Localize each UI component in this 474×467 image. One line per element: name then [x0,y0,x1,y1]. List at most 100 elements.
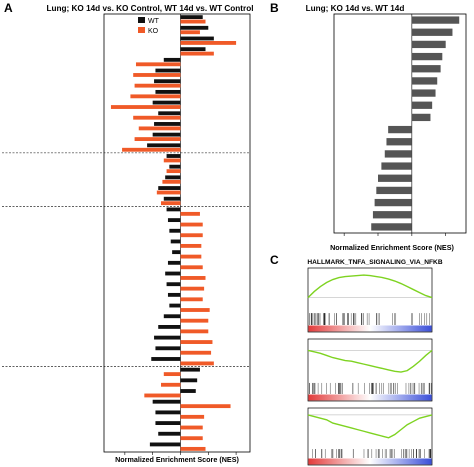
panel-a-bar-ko [180,297,203,302]
panel-a-bar-wt [155,68,181,73]
legend-wt-label: WT [148,18,160,25]
panel-a-bar-wt [167,218,181,223]
panel-a-bar-ko [180,414,205,419]
panel-a-bar-ko [162,179,181,184]
panel-b-bar [411,77,438,85]
panel-a-bar-wt [170,239,181,244]
panel-b-bar [384,150,412,158]
panel-a-bar-wt [172,250,181,255]
panel-a-bar-wt [169,164,181,169]
panel-a-bar-wt [155,346,181,351]
panel-a-bar-wt [154,79,181,84]
panel-a-bar-wt [152,100,181,105]
gsea-rank-heat-strip [308,458,432,465]
gsea-rank-heat-strip [308,394,432,401]
panel-b-bar [411,28,453,36]
panel-b-bar [378,174,412,182]
panel-a-bar-ko [156,190,181,195]
panel-a-bar-wt [158,325,181,329]
panel-a-bar-ko [135,62,181,67]
panel-a-bar-chart [2,13,251,455]
panel-b-bar [376,186,412,195]
panel-a-bar-ko [180,350,212,355]
panel-a-bar-wt [158,111,181,116]
panel-a-bar-wt [180,367,200,372]
panel-a-bar-ko [180,243,202,248]
panel-a-bar-wt [180,378,198,383]
panel-a-bar-wt [167,260,181,265]
panel-a-bar-wt [180,36,214,41]
panel-b-bar [386,138,412,146]
panel-a-bar-wt [165,271,181,276]
panel-c-title: HALLMARK_TNFA_SIGNALING_VIA_NFKB [307,259,442,266]
panel-a-bar-ko [163,372,181,377]
gsea-plot-2 [307,338,433,402]
panel-a-bar-ko [134,83,181,88]
panel-b-letter: B [270,1,279,15]
panel-a-bar-ko [180,233,203,238]
panel-a-bar-wt [163,314,181,319]
panel-a-bar-wt [147,143,181,148]
panel-b-bar [411,101,433,109]
legend-ko-label: KO [148,28,159,35]
panel-a-legend: WT KO [138,17,160,35]
panel-a-bar-ko [180,41,237,45]
panel-a-bar-wt [163,57,181,62]
panel-b-bar [371,223,412,231]
panel-a-bar-ko [138,126,181,131]
panel-a-bar-wt [166,282,181,287]
panel-b-bar [388,125,412,134]
panel-a-bar-wt [152,399,181,404]
panel-a-bar-wt [155,421,181,425]
gsea-es-line [307,274,433,299]
panel-a-bar-ko [180,425,203,430]
panel-b-bar [411,113,431,122]
panel-a-bar-wt [180,47,206,52]
panel-a-bar-wt [152,132,181,137]
panel-a-bar-wt [151,357,181,361]
panel-a-frame [103,13,251,453]
panel-a-bar-ko [180,211,200,216]
panel-a-bar-ko [180,222,203,227]
panel-a-bar-wt [154,335,181,340]
panel-b-bar [374,198,412,207]
gsea-es-line [307,414,433,439]
panel-b-bar [411,65,441,73]
panel-a-bar-wt [166,154,181,158]
gsea-es-line [307,349,433,373]
panel-a-bar-ko [130,94,181,99]
panel-b-frame [333,13,467,234]
panel-b-bar [411,89,436,97]
panel-a-bar-wt [167,292,181,297]
gsea-plot-1 [307,267,433,333]
panel-a-bar-wt [158,431,181,436]
legend-wt-swatch [138,17,145,23]
panel-a-bar-wt [163,196,181,201]
panel-a-title: Lung; KO 14d vs. KO Control, WT 14d vs. … [47,4,254,13]
panel-a-bar-ko [180,404,231,409]
panel-a-bar-wt [158,186,181,190]
panel-b-bar-chart [333,13,467,236]
panel-a-bar-ko [180,51,214,56]
panel-a-bar-ko [180,329,209,334]
panel-b-xlabel: Normalized Enrichment Score (NES) [330,243,454,252]
panel-a-bar-wt [169,303,181,308]
panel-a-bar-wt [165,175,181,180]
panel-b-bar [381,162,412,170]
panel-a-bar-wt [180,15,203,20]
panel-a-bar-ko [144,393,181,398]
panel-a-bar-wt [155,410,181,415]
panel-a-bar-wt [180,389,196,393]
panel-a-bar-ko [134,137,181,141]
panel-a-xlabel: Normalized Enrichment Score (NES) [115,455,239,464]
panel-a-bar-wt [149,442,181,447]
panel-a-bar-ko [180,254,202,259]
panel-a-bar-ko [180,19,206,24]
panel-a-bar-ko [180,446,206,451]
panel-a-bar-wt [154,122,181,126]
legend-ko-swatch [138,27,145,33]
gsea-rank-heat-strip [308,325,432,332]
panel-a-bar-ko [122,147,181,152]
panel-a-bar-ko [180,436,203,441]
